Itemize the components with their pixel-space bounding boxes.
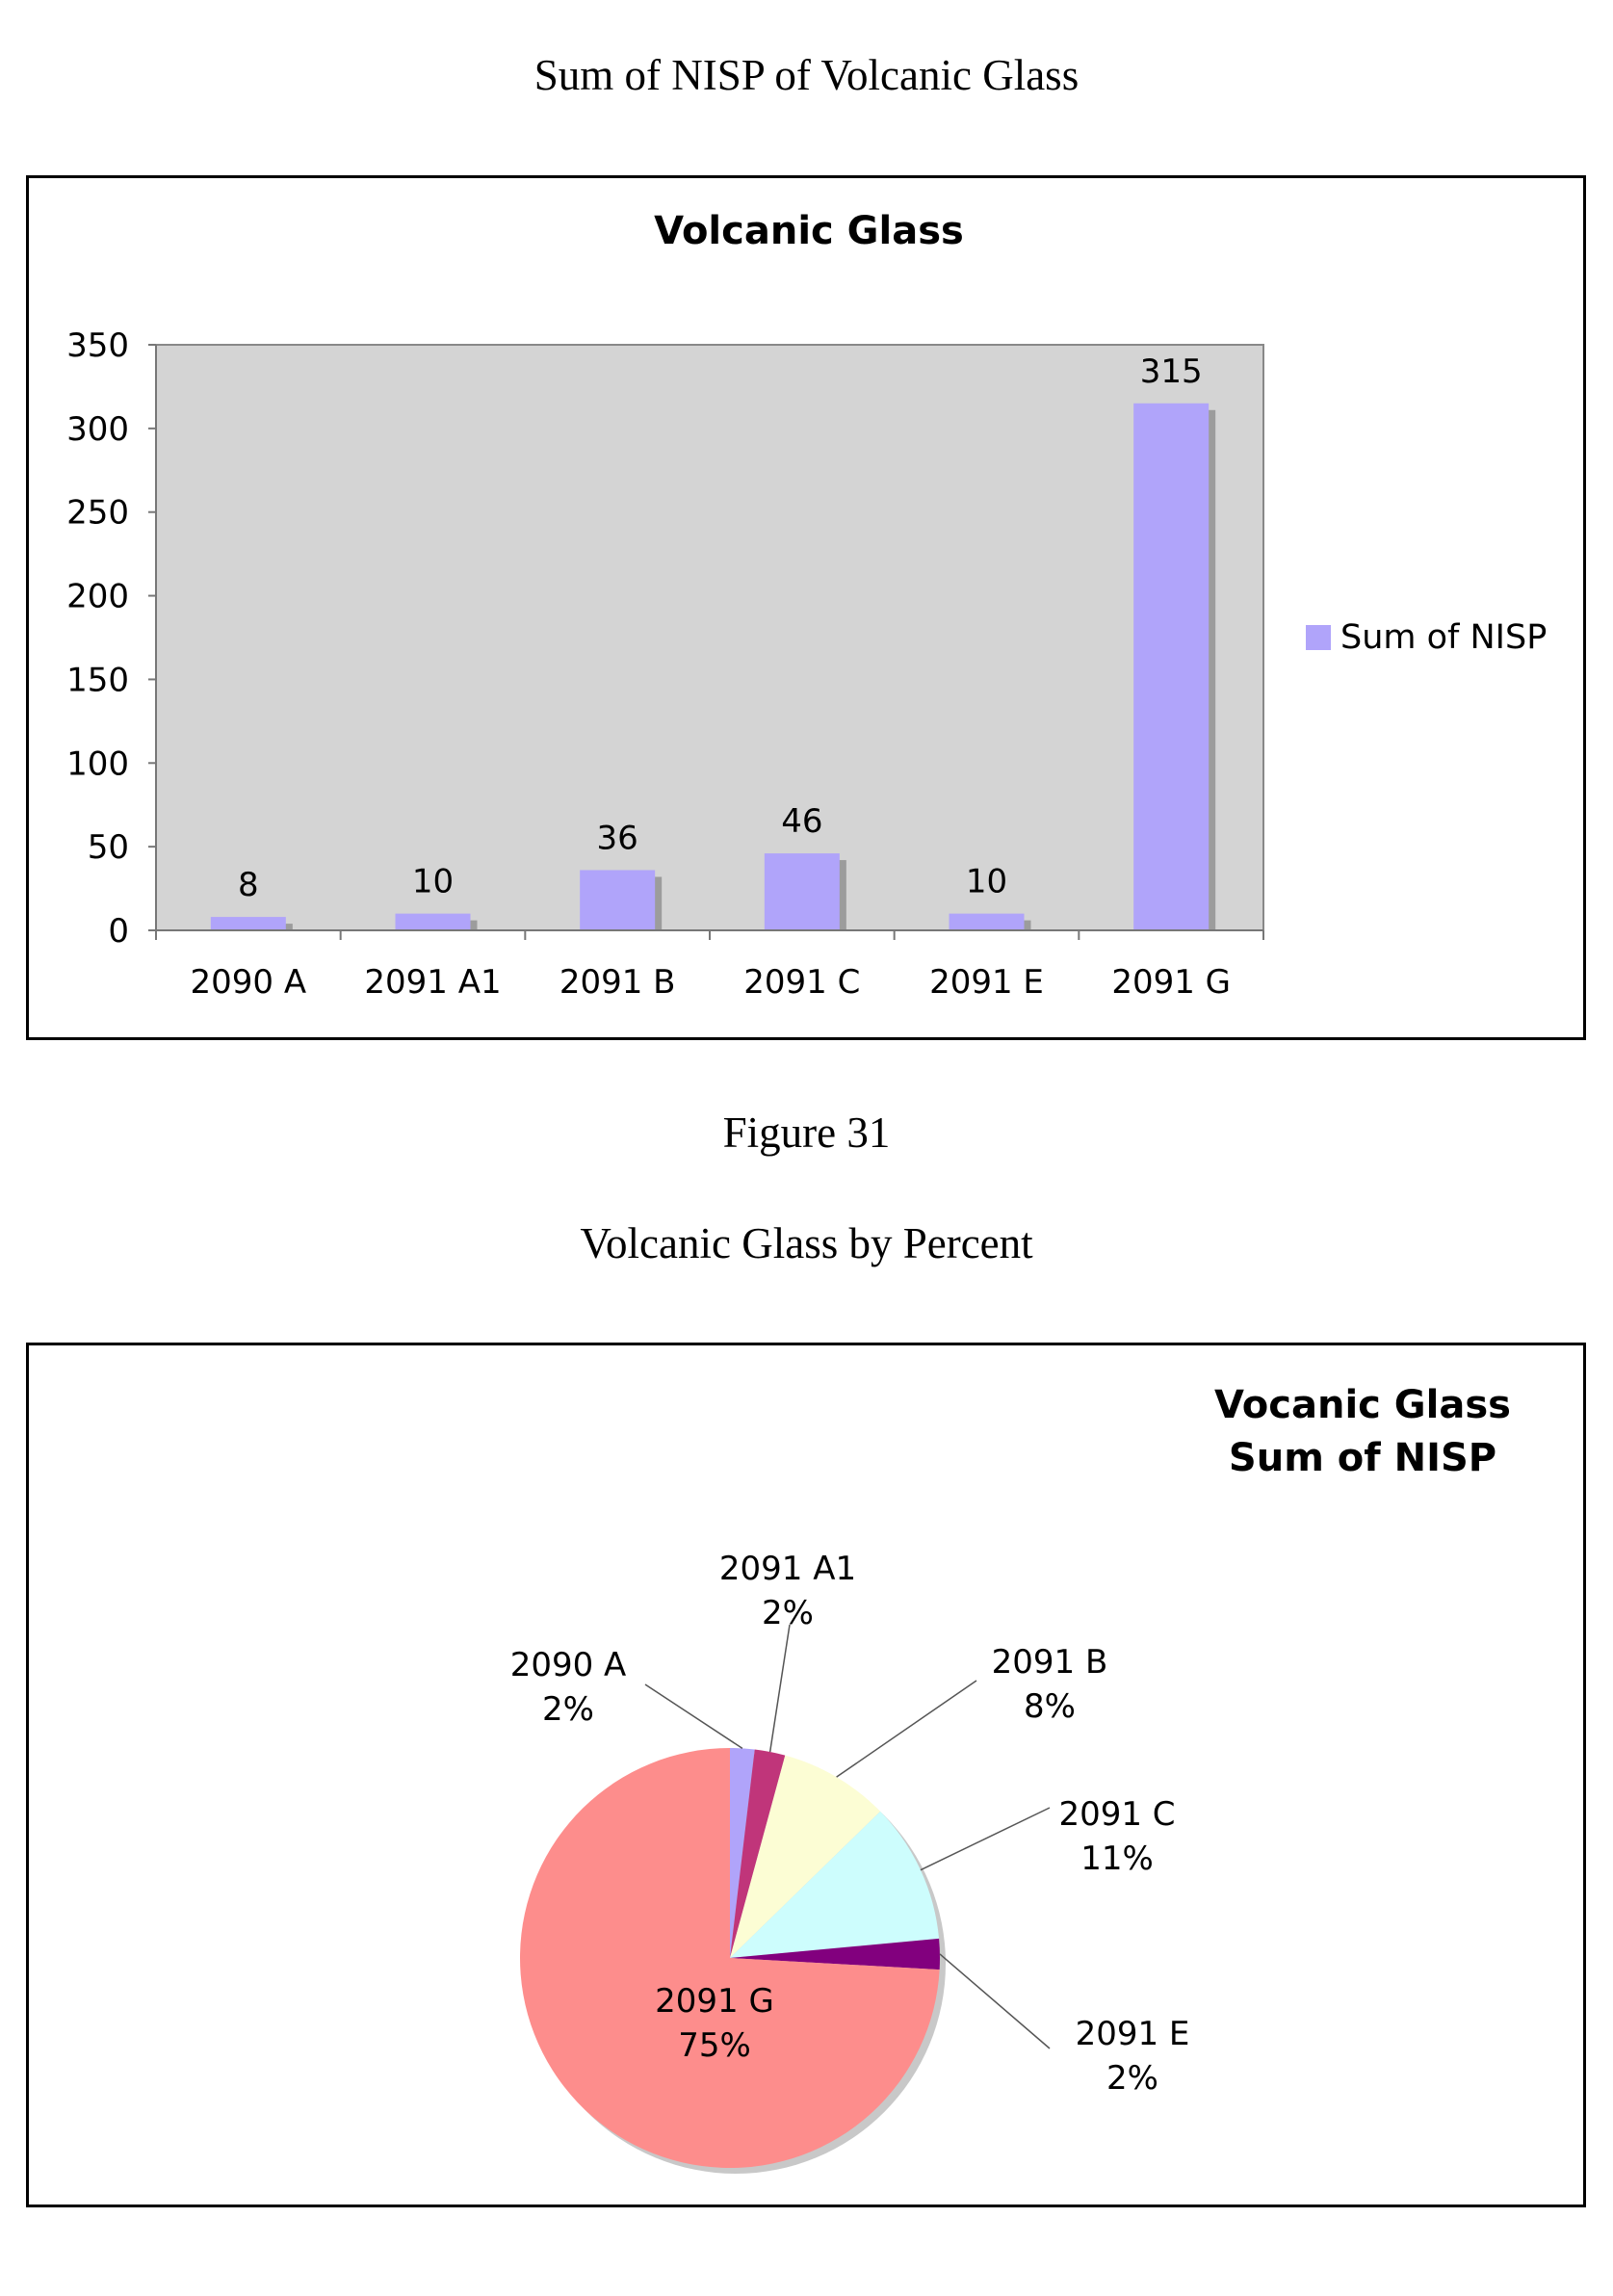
pie-slice-percent-label: 2% <box>762 1594 814 1632</box>
bar <box>949 913 1025 930</box>
bar-data-label: 10 <box>966 863 1007 901</box>
bar-chart-frame: Volcanic Glass 8 10 36 46 10 315 0 50 100 150 200… <box>26 175 1586 1040</box>
pie-slice-name-label: 2090 A <box>510 1646 627 1684</box>
pie-slice <box>730 1749 786 1958</box>
pie-marks: 2090 A 2% 2091 A1 2% 2091 B 8% 2091 C 11% 2091 E… <box>510 1550 1190 2174</box>
bar-data-label: 315 <box>1140 352 1203 391</box>
pie-slice-name-label: 2091 B <box>992 1643 1108 1682</box>
page-caption-second: Volcanic Glass by Percent <box>580 1219 1033 1267</box>
plot-area <box>155 344 1264 931</box>
y-tick-label: 0 <box>108 912 129 951</box>
bar-data-label: 8 <box>238 866 259 904</box>
pie-slice-name-label: 2091 A1 <box>719 1550 856 1588</box>
pie-slice <box>730 1755 881 1958</box>
pie-title-line-1: Vocanic Glass <box>1214 1383 1511 1427</box>
x-tick-label: 2091 C <box>743 963 860 1002</box>
legend-swatch <box>1306 625 1331 650</box>
y-tick-label: 250 <box>66 494 129 533</box>
pie-chart: Vocanic Glass Sum of NISP 2090 A 2% 2091 A… <box>510 1383 1511 2174</box>
y-tick-label: 150 <box>66 661 129 699</box>
bar <box>764 853 840 930</box>
x-tick-label: 2091 E <box>929 963 1044 1002</box>
pie-slice-name-label: 2091 G <box>655 1982 774 2021</box>
pie-slice-percent-label: 11% <box>1080 1839 1154 1878</box>
x-tick-label: 2091 A1 <box>364 963 501 1002</box>
y-tick-label: 100 <box>66 744 129 783</box>
pie-slice-name-label: 2091 C <box>1058 1795 1175 1834</box>
bar <box>395 913 471 930</box>
bar <box>210 917 286 930</box>
bar-chart: Volcanic Glass 8 10 36 46 10 315 0 50 100 150 200… <box>66 209 1547 1002</box>
pie-leader-line <box>768 1624 791 1753</box>
x-tick-label: 2090 A <box>191 963 307 1002</box>
bar <box>1133 403 1210 930</box>
pie-leader-line <box>920 1807 1051 1871</box>
pie-slice <box>730 1938 940 1970</box>
pie-slice <box>519 1748 940 2168</box>
pie-slice-percent-label: 2% <box>1106 2059 1158 2098</box>
figure-label: Figure 31 <box>722 1109 891 1157</box>
bar-axis-ticks: 0 50 100 150 200 250 300 350 2090 A 2091 A1 2091 B… <box>66 326 1264 1002</box>
pie-leader-line <box>939 1953 1051 2049</box>
pie-slice-percent-label: 75% <box>678 2026 751 2065</box>
y-tick-label: 350 <box>66 326 129 365</box>
pie-slice-percent-label: 8% <box>1024 1687 1076 1726</box>
page-caption-top: Sum of NISP of Volcanic Glass <box>533 51 1080 99</box>
pie-leader-line <box>644 1683 743 1750</box>
y-tick-label: 300 <box>66 410 129 449</box>
x-tick-label: 2091 B <box>559 963 676 1002</box>
bar-data-label: 36 <box>597 819 638 857</box>
pie-chart-frame: Vocanic Glass Sum of NISP 2090 A 2% 2091 A… <box>26 1343 1586 2207</box>
x-tick-label: 2091 G <box>1111 963 1231 1002</box>
pie-leader-line <box>836 1680 977 1778</box>
bar-marks: 8 10 36 46 10 315 <box>210 352 1216 930</box>
bar-data-label: 46 <box>781 802 822 841</box>
bar <box>580 870 656 930</box>
y-tick-label: 50 <box>88 828 129 867</box>
pie-slice-percent-label: 2% <box>542 1690 594 1729</box>
pie-title-line-2: Sum of NISP <box>1229 1436 1496 1480</box>
legend-label: Sum of NISP <box>1340 618 1547 657</box>
bar-chart-title: Volcanic Glass <box>654 209 964 253</box>
pie-slice-name-label: 2091 E <box>1076 2015 1190 2053</box>
pie-slice <box>730 1748 755 1958</box>
pie-slice <box>730 1811 940 1958</box>
y-tick-label: 200 <box>66 578 129 616</box>
bar-data-label: 10 <box>412 863 454 901</box>
